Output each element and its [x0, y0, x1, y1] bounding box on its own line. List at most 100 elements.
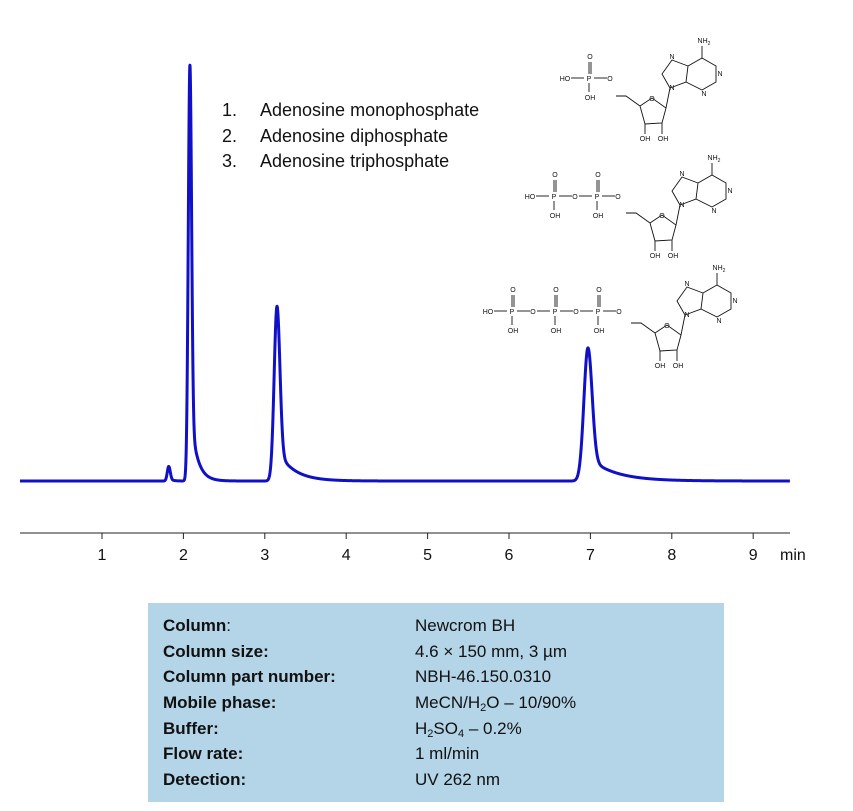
x-tick-label: 9	[749, 547, 758, 564]
oxygen-label: O	[573, 309, 579, 316]
condition-row-mobile-phase: Mobile phase: MeCN/H2O – 10/90%	[163, 693, 714, 719]
compound-name: Adenosine diphosphate	[260, 125, 449, 146]
nitrogen-label: N	[732, 298, 737, 305]
phosphorus-label: P	[510, 309, 515, 316]
condition-row-detection: Detection: UV 262 nm	[163, 770, 714, 796]
peak-label-2: 2. Adenosine diphosphate	[222, 124, 479, 150]
nitrogen-label: N	[669, 54, 674, 61]
peak-label-3: 3. Adenosine triphosphate	[222, 149, 479, 175]
bond	[616, 95, 641, 107]
hydroxyl-label: OH	[550, 213, 561, 220]
bond	[671, 176, 699, 206]
x-tick-label: 1	[98, 547, 107, 564]
condition-row-flow-rate: Flow rate: 1 ml/min	[163, 744, 714, 770]
oxygen-label: O	[587, 54, 593, 61]
nitrogen-label: N	[679, 202, 684, 209]
method-conditions-panel: Column: Newcrom BH Column size: 4.6 × 15…	[148, 603, 724, 802]
phosphorus-label: P	[553, 309, 558, 316]
oxygen-label: O	[552, 172, 558, 179]
nitrogen-label: N	[717, 71, 722, 78]
x-tick-label: 8	[667, 547, 676, 564]
hydroxyl-label: OH	[673, 363, 684, 370]
nitrogen-label: N	[716, 318, 721, 325]
hydroxyl-label: OH	[585, 95, 596, 102]
ring-oxygen-label: O	[649, 96, 655, 103]
condition-label: Buffer:	[163, 719, 219, 738]
nitrogen-label: N	[711, 208, 716, 215]
compound-name: Adenosine monophosphate	[260, 100, 480, 120]
condition-value: MeCN/H2O – 10/90%	[415, 693, 577, 714]
nitrogen-label: N	[684, 312, 689, 319]
oxygen-label: O	[616, 309, 622, 316]
condition-row-column: Column: Newcrom BH	[163, 616, 714, 642]
x-tick-label: 6	[505, 547, 514, 564]
oxygen-label: O	[510, 287, 516, 294]
oxygen-label: O	[530, 309, 536, 316]
nitrogen-label: N	[684, 281, 689, 288]
bond	[680, 314, 686, 336]
peak-legend: 1. Adenosine monophosphate 2. Adenosine …	[222, 98, 479, 175]
x-tick-label: 3	[260, 547, 269, 564]
condition-label: Column size:	[163, 642, 269, 661]
condition-label: Column:	[163, 616, 232, 635]
oxygen-label: O	[596, 287, 602, 294]
ring-oxygen-label: O	[664, 323, 670, 330]
hydroxyl-label: OH	[593, 213, 604, 220]
x-tick-label: 4	[342, 547, 351, 564]
oxygen-label: O	[615, 194, 621, 201]
peak-label-1: 1. Adenosine monophosphate	[222, 98, 479, 124]
nitrogen-label: N	[669, 85, 674, 92]
phosphorus-label: P	[587, 76, 592, 83]
peak-number: 2.	[222, 125, 238, 146]
nitrogen-label: N	[727, 188, 732, 195]
condition-label: Detection:	[163, 770, 247, 789]
hydroxyl-label: HO	[483, 309, 494, 316]
bond	[685, 57, 717, 91]
condition-value: UV 262 nm	[415, 770, 501, 789]
condition-value: 1 ml/min	[415, 744, 480, 763]
condition-value: NBH-46.150.0310	[415, 667, 552, 686]
amino-label: NH2	[713, 265, 726, 274]
phosphorus-label: P	[552, 194, 557, 201]
condition-row-part-number: Column part number: NBH-46.150.0310	[163, 667, 714, 693]
condition-label: Column part number:	[163, 667, 336, 686]
amino-label: NH2	[698, 38, 711, 47]
hydroxyl-label: OH	[640, 136, 651, 143]
bond	[654, 324, 682, 352]
nitrogen-label: N	[679, 171, 684, 178]
bond	[695, 174, 727, 208]
bond	[700, 284, 732, 318]
oxygen-label: O	[607, 76, 613, 83]
oxygen-label: O	[595, 172, 601, 179]
bond	[631, 322, 656, 334]
condition-value: H2SO4 – 0.2%	[415, 719, 522, 740]
phosphorus-label: P	[595, 194, 600, 201]
condition-row-buffer: Buffer: H2SO4 – 0.2%	[163, 719, 714, 745]
hydroxyl-label: OH	[594, 328, 605, 335]
hydroxyl-label: OH	[655, 363, 666, 370]
condition-label: Flow rate:	[163, 744, 244, 763]
bond	[665, 87, 671, 109]
compound-name: Adenosine triphosphate	[260, 151, 450, 171]
x-tick-label: 7	[586, 547, 595, 564]
bond	[676, 286, 704, 316]
x-axis-unit-label: min	[780, 547, 806, 564]
hydroxyl-label: OH	[668, 253, 679, 260]
peak-number: 3.	[222, 151, 238, 171]
bond	[639, 97, 667, 125]
hydroxyl-label: HO	[525, 194, 536, 201]
condition-value: Newcrom BH	[415, 616, 516, 635]
amino-label: NH2	[708, 155, 721, 164]
condition-row-column-size: Column size: 4.6 × 150 mm, 3 µm	[163, 642, 714, 668]
bond	[626, 212, 651, 224]
chromatogram-trace	[18, 63, 792, 483]
hydroxyl-label: OH	[650, 253, 661, 260]
peak-number: 1.	[222, 100, 238, 120]
ring-oxygen-label: O	[659, 213, 665, 220]
condition-label: Mobile phase:	[163, 693, 277, 712]
oxygen-label: O	[553, 287, 559, 294]
hydroxyl-label: OH	[551, 328, 562, 335]
hydroxyl-label: OH	[508, 328, 519, 335]
